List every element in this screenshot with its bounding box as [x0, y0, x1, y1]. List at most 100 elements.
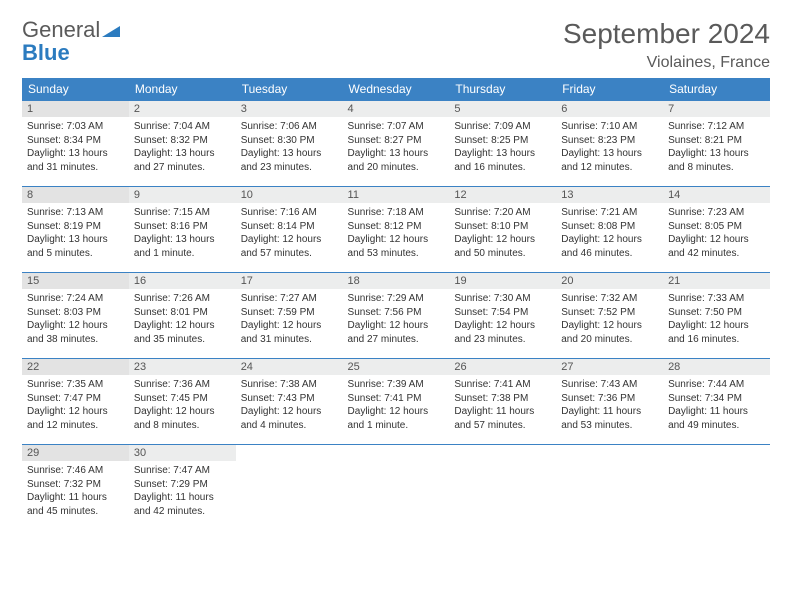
- calendar-cell: 23Sunrise: 7:36 AMSunset: 7:45 PMDayligh…: [129, 359, 236, 445]
- day-number: 24: [236, 359, 343, 375]
- day-details: Sunrise: 7:36 AMSunset: 7:45 PMDaylight:…: [129, 375, 236, 436]
- calendar-cell: [556, 445, 663, 531]
- calendar-cell: 17Sunrise: 7:27 AMSunset: 7:59 PMDayligh…: [236, 273, 343, 359]
- logo: General Blue: [22, 18, 120, 64]
- calendar-cell: [236, 445, 343, 531]
- sunset-line: Sunset: 8:21 PM: [668, 134, 765, 148]
- daylight-line: Daylight: 12 hours and 23 minutes.: [454, 319, 551, 346]
- day-details: Sunrise: 7:23 AMSunset: 8:05 PMDaylight:…: [663, 203, 770, 264]
- sunset-line: Sunset: 8:25 PM: [454, 134, 551, 148]
- calendar-cell: 5Sunrise: 7:09 AMSunset: 8:25 PMDaylight…: [449, 101, 556, 187]
- day-details: Sunrise: 7:27 AMSunset: 7:59 PMDaylight:…: [236, 289, 343, 350]
- sunrise-line: Sunrise: 7:32 AM: [561, 292, 658, 306]
- calendar-cell: 30Sunrise: 7:47 AMSunset: 7:29 PMDayligh…: [129, 445, 236, 531]
- day-details: Sunrise: 7:15 AMSunset: 8:16 PMDaylight:…: [129, 203, 236, 264]
- calendar-cell: 20Sunrise: 7:32 AMSunset: 7:52 PMDayligh…: [556, 273, 663, 359]
- sunrise-line: Sunrise: 7:15 AM: [134, 206, 231, 220]
- sunrise-line: Sunrise: 7:39 AM: [348, 378, 445, 392]
- sunrise-line: Sunrise: 7:24 AM: [27, 292, 124, 306]
- day-details: Sunrise: 7:39 AMSunset: 7:41 PMDaylight:…: [343, 375, 450, 436]
- sunrise-line: Sunrise: 7:46 AM: [27, 464, 124, 478]
- day-number: 29: [22, 445, 129, 461]
- sunset-line: Sunset: 8:27 PM: [348, 134, 445, 148]
- day-number: 13: [556, 187, 663, 203]
- sunrise-line: Sunrise: 7:47 AM: [134, 464, 231, 478]
- day-details: Sunrise: 7:13 AMSunset: 8:19 PMDaylight:…: [22, 203, 129, 264]
- calendar-cell: 29Sunrise: 7:46 AMSunset: 7:32 PMDayligh…: [22, 445, 129, 531]
- sunset-line: Sunset: 7:52 PM: [561, 306, 658, 320]
- day-number: 15: [22, 273, 129, 289]
- day-details: Sunrise: 7:30 AMSunset: 7:54 PMDaylight:…: [449, 289, 556, 350]
- day-number: 6: [556, 101, 663, 117]
- sunset-line: Sunset: 8:01 PM: [134, 306, 231, 320]
- calendar-row: 22Sunrise: 7:35 AMSunset: 7:47 PMDayligh…: [22, 359, 770, 445]
- sunrise-line: Sunrise: 7:12 AM: [668, 120, 765, 134]
- sunrise-line: Sunrise: 7:09 AM: [454, 120, 551, 134]
- day-number: 3: [236, 101, 343, 117]
- daylight-line: Daylight: 13 hours and 12 minutes.: [561, 147, 658, 174]
- sunset-line: Sunset: 8:10 PM: [454, 220, 551, 234]
- day-number: 2: [129, 101, 236, 117]
- daylight-line: Daylight: 12 hours and 4 minutes.: [241, 405, 338, 432]
- calendar-cell: 15Sunrise: 7:24 AMSunset: 8:03 PMDayligh…: [22, 273, 129, 359]
- calendar-cell: 1Sunrise: 7:03 AMSunset: 8:34 PMDaylight…: [22, 101, 129, 187]
- day-number: 12: [449, 187, 556, 203]
- calendar-cell: 14Sunrise: 7:23 AMSunset: 8:05 PMDayligh…: [663, 187, 770, 273]
- sunset-line: Sunset: 8:23 PM: [561, 134, 658, 148]
- daylight-line: Daylight: 12 hours and 42 minutes.: [668, 233, 765, 260]
- weekday-heading: Monday: [129, 78, 236, 101]
- calendar-row: 1Sunrise: 7:03 AMSunset: 8:34 PMDaylight…: [22, 101, 770, 187]
- weekday-heading: Saturday: [663, 78, 770, 101]
- daylight-line: Daylight: 13 hours and 31 minutes.: [27, 147, 124, 174]
- title-block: September 2024 Violaines, France: [563, 18, 770, 72]
- day-number: 25: [343, 359, 450, 375]
- calendar-cell: [343, 445, 450, 531]
- daylight-line: Daylight: 12 hours and 1 minute.: [348, 405, 445, 432]
- day-number: 21: [663, 273, 770, 289]
- day-details: Sunrise: 7:29 AMSunset: 7:56 PMDaylight:…: [343, 289, 450, 350]
- sunrise-line: Sunrise: 7:38 AM: [241, 378, 338, 392]
- sunset-line: Sunset: 7:34 PM: [668, 392, 765, 406]
- calendar-row: 8Sunrise: 7:13 AMSunset: 8:19 PMDaylight…: [22, 187, 770, 273]
- sunset-line: Sunset: 7:38 PM: [454, 392, 551, 406]
- sunset-line: Sunset: 7:43 PM: [241, 392, 338, 406]
- calendar-cell: 25Sunrise: 7:39 AMSunset: 7:41 PMDayligh…: [343, 359, 450, 445]
- sunset-line: Sunset: 8:34 PM: [27, 134, 124, 148]
- daylight-line: Daylight: 12 hours and 53 minutes.: [348, 233, 445, 260]
- daylight-line: Daylight: 11 hours and 53 minutes.: [561, 405, 658, 432]
- day-number: 11: [343, 187, 450, 203]
- calendar-cell: 28Sunrise: 7:44 AMSunset: 7:34 PMDayligh…: [663, 359, 770, 445]
- sunset-line: Sunset: 8:08 PM: [561, 220, 658, 234]
- month-title: September 2024: [563, 18, 770, 50]
- calendar-row: 29Sunrise: 7:46 AMSunset: 7:32 PMDayligh…: [22, 445, 770, 531]
- daylight-line: Daylight: 13 hours and 23 minutes.: [241, 147, 338, 174]
- daylight-line: Daylight: 11 hours and 57 minutes.: [454, 405, 551, 432]
- sunset-line: Sunset: 8:14 PM: [241, 220, 338, 234]
- logo-line2: Blue: [22, 40, 70, 65]
- calendar-cell: [449, 445, 556, 531]
- calendar-row: 15Sunrise: 7:24 AMSunset: 8:03 PMDayligh…: [22, 273, 770, 359]
- calendar-cell: 19Sunrise: 7:30 AMSunset: 7:54 PMDayligh…: [449, 273, 556, 359]
- logo-line1: General: [22, 17, 100, 42]
- day-number: 7: [663, 101, 770, 117]
- daylight-line: Daylight: 12 hours and 16 minutes.: [668, 319, 765, 346]
- day-details: Sunrise: 7:26 AMSunset: 8:01 PMDaylight:…: [129, 289, 236, 350]
- calendar-cell: [663, 445, 770, 531]
- day-details: Sunrise: 7:20 AMSunset: 8:10 PMDaylight:…: [449, 203, 556, 264]
- day-details: Sunrise: 7:03 AMSunset: 8:34 PMDaylight:…: [22, 117, 129, 178]
- sunset-line: Sunset: 7:56 PM: [348, 306, 445, 320]
- day-number: 19: [449, 273, 556, 289]
- calendar-cell: 11Sunrise: 7:18 AMSunset: 8:12 PMDayligh…: [343, 187, 450, 273]
- weekday-heading: Tuesday: [236, 78, 343, 101]
- sunrise-line: Sunrise: 7:04 AM: [134, 120, 231, 134]
- sunrise-line: Sunrise: 7:20 AM: [454, 206, 551, 220]
- weekday-header-row: Sunday Monday Tuesday Wednesday Thursday…: [22, 78, 770, 101]
- calendar-cell: 3Sunrise: 7:06 AMSunset: 8:30 PMDaylight…: [236, 101, 343, 187]
- calendar-cell: 8Sunrise: 7:13 AMSunset: 8:19 PMDaylight…: [22, 187, 129, 273]
- day-details: Sunrise: 7:10 AMSunset: 8:23 PMDaylight:…: [556, 117, 663, 178]
- day-number: 28: [663, 359, 770, 375]
- sunrise-line: Sunrise: 7:06 AM: [241, 120, 338, 134]
- sunrise-line: Sunrise: 7:03 AM: [27, 120, 124, 134]
- sunrise-line: Sunrise: 7:13 AM: [27, 206, 124, 220]
- day-number: 23: [129, 359, 236, 375]
